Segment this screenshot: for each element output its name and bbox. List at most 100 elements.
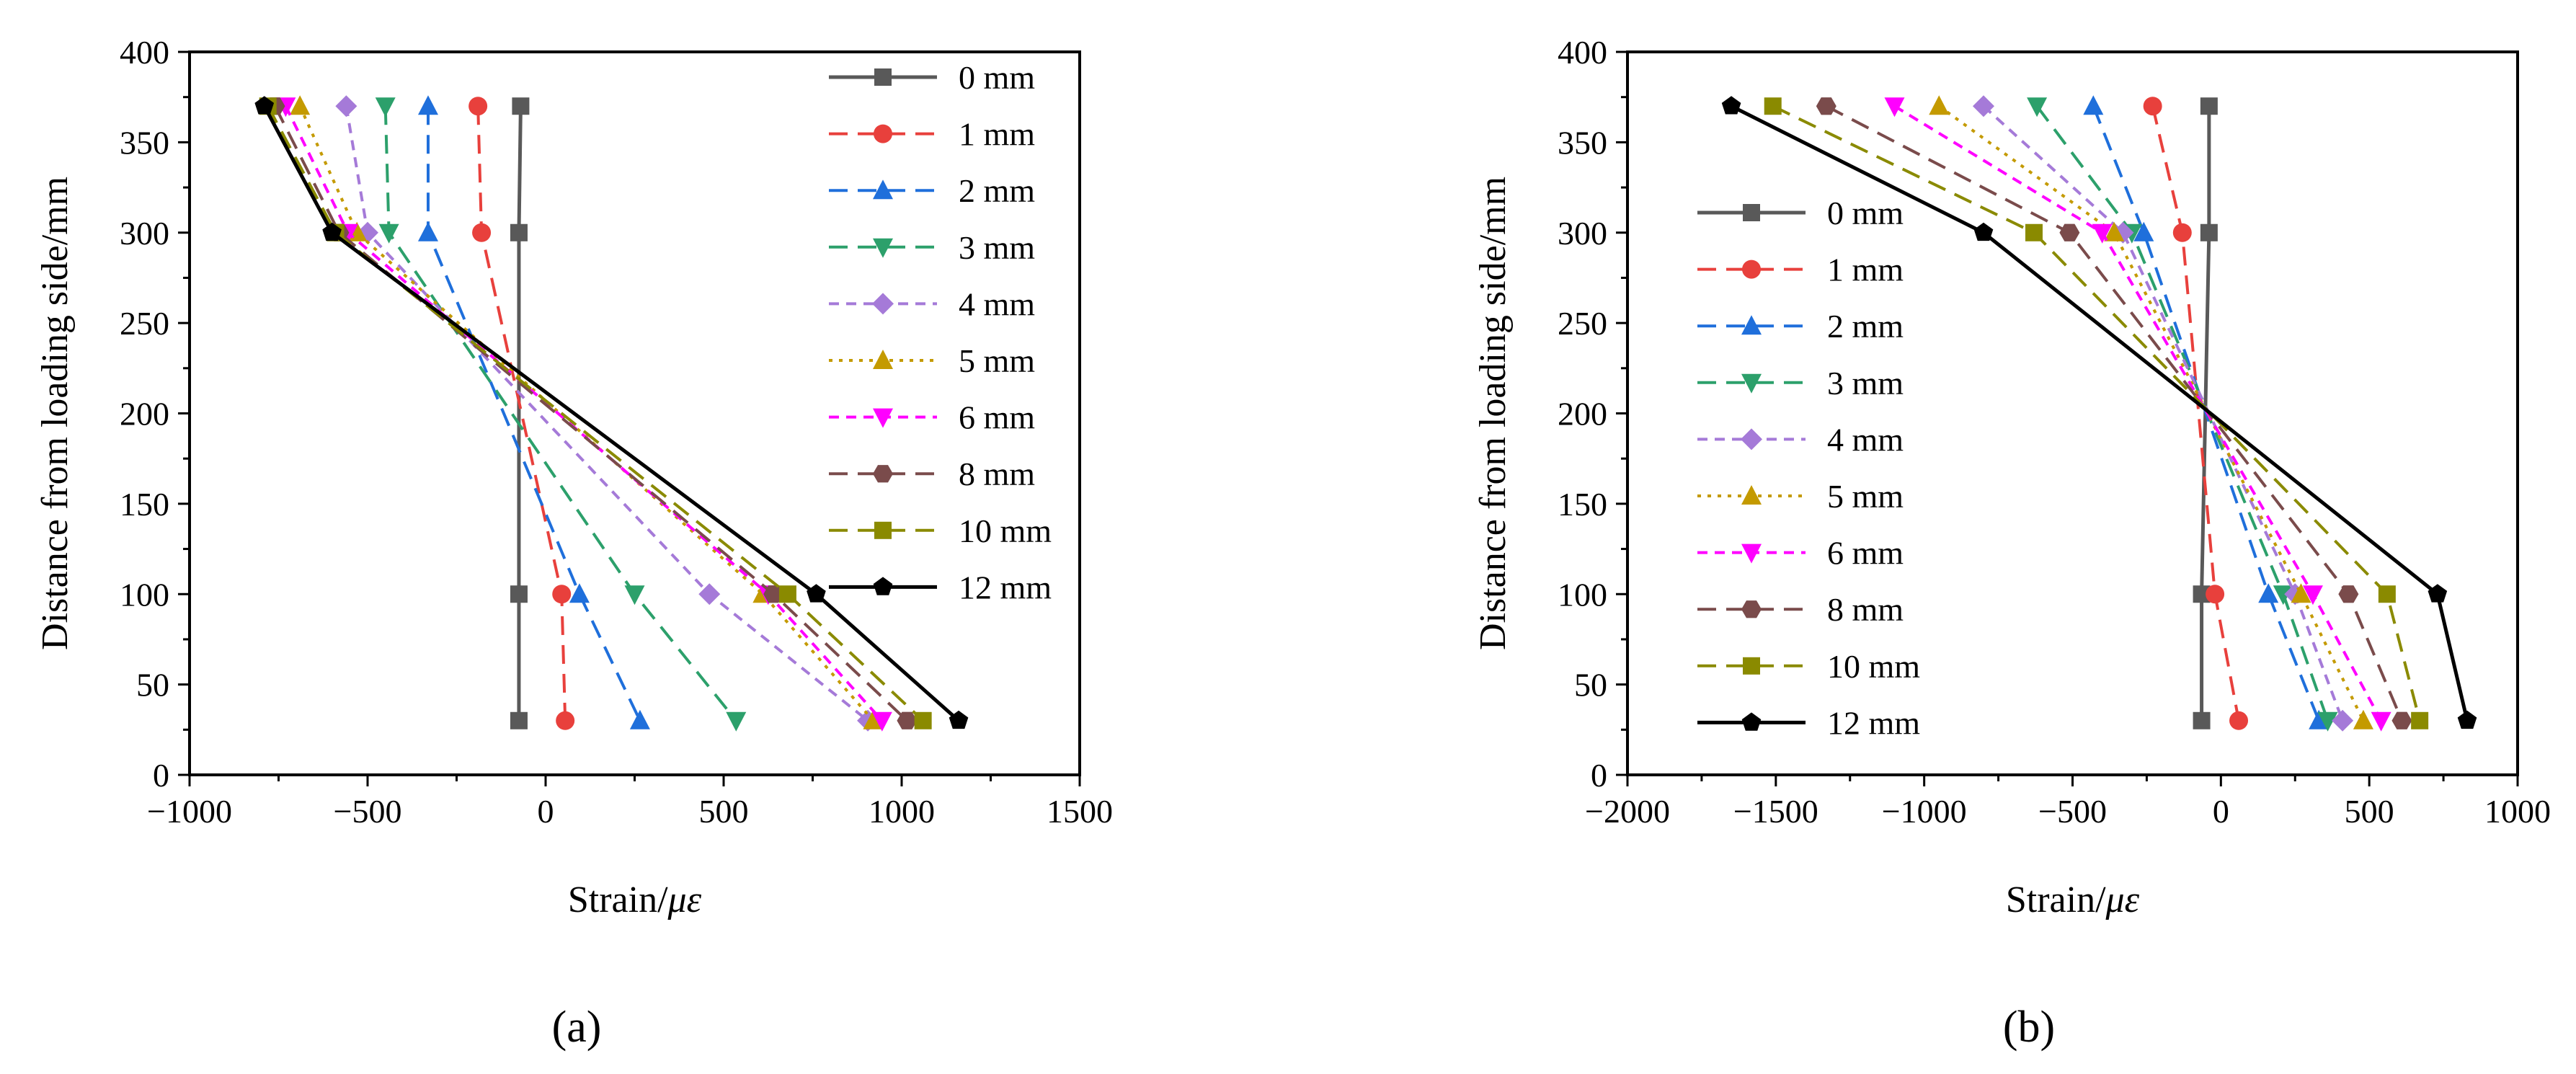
- y-tick-label: 100: [1558, 576, 1607, 613]
- data-point: [378, 223, 399, 244]
- data-point: [2353, 709, 2373, 729]
- data-point: [2411, 711, 2429, 729]
- data-point: [417, 95, 438, 115]
- legend-label: 8 mm: [1827, 591, 1904, 628]
- plot-frame: [188, 50, 1081, 776]
- data-point: [2332, 709, 2354, 732]
- x-tick-label: 0: [538, 793, 554, 830]
- x-tick-label: 500: [2345, 793, 2394, 830]
- y-tick-label: 400: [1558, 34, 1607, 71]
- data-point: [2092, 223, 2113, 244]
- series-line-5-mm: [298, 105, 874, 722]
- data-point: [417, 221, 438, 241]
- data-point: [914, 711, 932, 729]
- legend-label: 6 mm: [959, 399, 1035, 436]
- legend-label: 4 mm: [959, 285, 1035, 322]
- y-tick-label: 350: [1558, 124, 1607, 161]
- chart-a: −1000 −500 0 500 1000 1500 0 50 100 150 200 250 300 3…: [35, 34, 1113, 920]
- data-point: [2457, 710, 2477, 729]
- data-point: [2258, 583, 2279, 603]
- data-point: [863, 709, 884, 729]
- x-tick-label: 1000: [869, 793, 935, 830]
- legend-marker: [873, 577, 893, 595]
- data-point: [512, 97, 530, 115]
- y-tick-label: 300: [1558, 215, 1607, 252]
- data-point: [871, 711, 892, 732]
- legend-label: 5 mm: [1827, 478, 1904, 515]
- data-point: [1764, 97, 1782, 115]
- data-point: [2025, 223, 2043, 241]
- data-point: [2302, 585, 2323, 605]
- y-tick-label: 300: [120, 215, 169, 252]
- legend-label: 12 mm: [959, 569, 1052, 605]
- legend-marker: [1741, 428, 1762, 451]
- data-point: [2378, 585, 2396, 603]
- y-tick-label: 150: [120, 486, 169, 523]
- data-point: [1973, 222, 1994, 241]
- series-line-1-mm: [476, 106, 567, 721]
- data-point: [510, 585, 528, 603]
- legend-label: 2 mm: [1827, 308, 1904, 345]
- data-point: [2391, 711, 2412, 729]
- legend-label: 0 mm: [959, 59, 1035, 96]
- chart-b: −2000 −1500 −1000 −500 0 500 1000 0 50 100 150 200 2…: [1473, 34, 2551, 920]
- legend-marker: [1741, 712, 1762, 731]
- data-point: [897, 711, 918, 729]
- data-point: [1973, 95, 1994, 117]
- y-tick-label: 350: [120, 124, 169, 161]
- data-point: [2371, 711, 2391, 732]
- y-tick-label: 400: [120, 34, 169, 71]
- data-point: [726, 711, 747, 732]
- data-point: [698, 583, 721, 605]
- series-line-12-mm: [262, 105, 960, 722]
- y-tick-label: 50: [1574, 667, 1607, 704]
- data-point: [2428, 584, 2448, 603]
- data-point: [2338, 585, 2359, 603]
- x-tick-label: 1500: [1047, 793, 1113, 830]
- series-line-10-mm: [1772, 105, 2422, 722]
- data-point: [2317, 711, 2338, 732]
- data-point: [2200, 97, 2218, 115]
- legend-marker: [873, 238, 893, 258]
- y-axis-title: Distance from loading side/mm: [1473, 177, 1514, 650]
- data-point: [2309, 709, 2329, 729]
- data-point: [629, 709, 650, 729]
- data-point: [1721, 96, 1741, 115]
- legend-marker: [1743, 204, 1760, 221]
- data-point: [949, 710, 969, 729]
- legend-marker: [874, 521, 892, 539]
- legend-marker: [873, 408, 893, 428]
- data-point: [468, 97, 488, 116]
- y-tick-label: 50: [136, 667, 169, 704]
- x-axis-title-unit: με: [667, 879, 702, 920]
- data-point: [322, 222, 342, 241]
- data-point: [1929, 95, 1950, 115]
- data-point: [254, 96, 275, 115]
- y-axis-title: Distance from loading side/mm: [35, 177, 76, 650]
- data-point: [2143, 97, 2162, 116]
- data-point: [290, 95, 311, 115]
- series-line-8-mm: [273, 105, 908, 722]
- legend-label: 6 mm: [1827, 535, 1904, 572]
- y-tick-label: 100: [120, 576, 169, 613]
- data-point: [2193, 711, 2211, 729]
- legend-label: 10 mm: [1827, 648, 1920, 685]
- data-point: [807, 584, 826, 603]
- data-point: [472, 223, 492, 242]
- series-line-1-mm: [2151, 105, 2240, 722]
- data-point: [335, 95, 357, 117]
- data-point: [2059, 223, 2080, 241]
- series-line-6-mm: [284, 105, 884, 722]
- legend-marker: [1743, 657, 1760, 675]
- legend-label: 3 mm: [1827, 365, 1904, 401]
- legend-marker: [1741, 373, 1762, 394]
- y-tick-label: 150: [1558, 486, 1607, 523]
- x-axis-title: Strain/με: [568, 879, 702, 920]
- series-line-3-mm: [383, 106, 737, 722]
- series-line-12-mm: [1730, 104, 2469, 722]
- data-point: [552, 585, 572, 604]
- data-point: [2133, 221, 2154, 241]
- data-point: [510, 711, 528, 729]
- legend-marker: [1741, 315, 1762, 335]
- data-point: [2206, 585, 2225, 604]
